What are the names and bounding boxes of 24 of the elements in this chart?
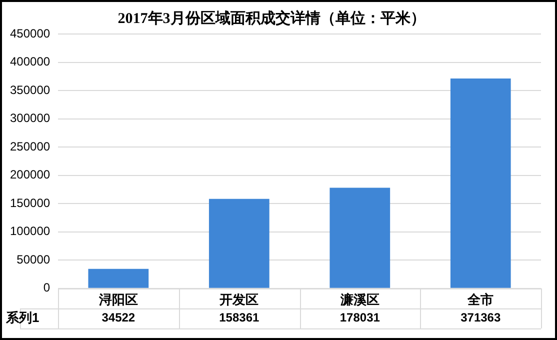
y-tick-label: 250000 bbox=[10, 139, 50, 154]
y-tick-label: 0 bbox=[43, 280, 50, 295]
chart-title: 2017年3月份区域面积成交详情（单位：平米） bbox=[118, 8, 426, 27]
y-tick-label: 100000 bbox=[10, 224, 50, 238]
y-tick-label: 200000 bbox=[10, 168, 50, 182]
x-tick-label: 开发区 bbox=[218, 292, 259, 307]
text: 系列1 bbox=[5, 310, 40, 325]
y-tick-label: 150000 bbox=[10, 196, 50, 210]
y-tick-label: 300000 bbox=[10, 111, 50, 126]
y-tick-label: 450000 bbox=[10, 26, 50, 40]
data-label: 158361 bbox=[219, 310, 260, 325]
bar bbox=[208, 198, 270, 288]
y-tick-label: 50000 bbox=[16, 252, 50, 266]
x-tick-label: 浔阳区 bbox=[98, 292, 138, 307]
x-tick-label: 濂溪区 bbox=[339, 292, 380, 307]
data-label: 34522 bbox=[102, 310, 136, 325]
bar bbox=[330, 188, 390, 288]
bar bbox=[88, 268, 149, 288]
data-label: 371363 bbox=[460, 310, 501, 325]
y-tick-label: 400000 bbox=[10, 54, 50, 69]
x-tick-label: 全市 bbox=[466, 292, 494, 307]
y-tick-label: 350000 bbox=[10, 82, 50, 97]
data-label: 178031 bbox=[340, 310, 380, 325]
bar bbox=[450, 78, 511, 288]
